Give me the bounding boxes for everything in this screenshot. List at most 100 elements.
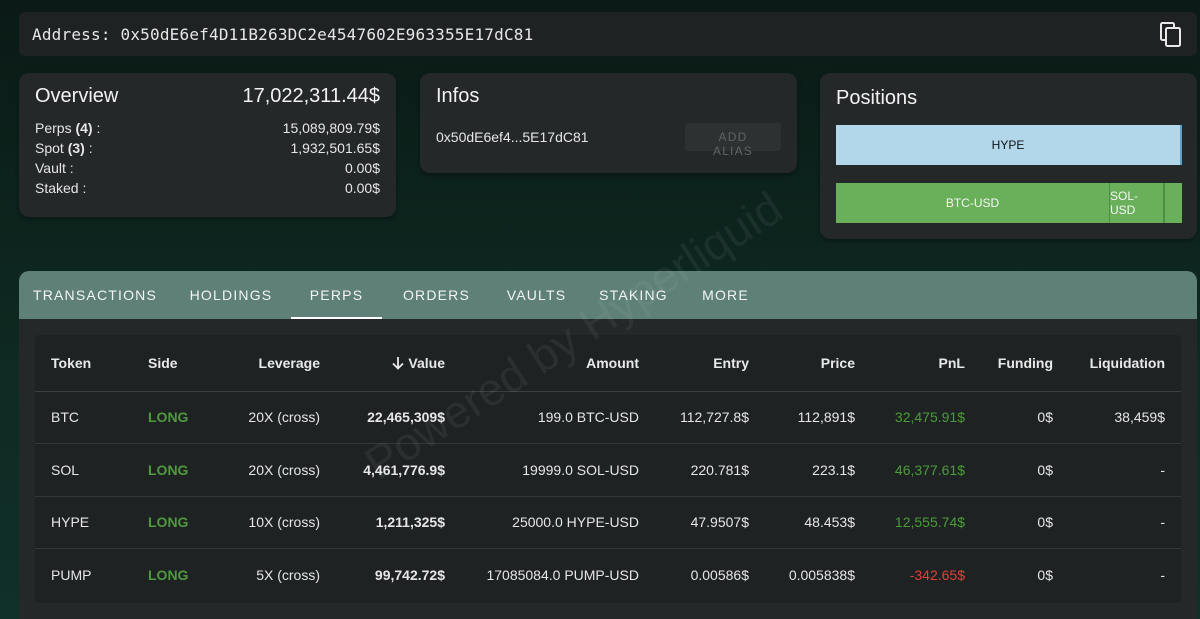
- header-value[interactable]: Value: [336, 335, 461, 392]
- cell-amount: 199.0 BTC-USD: [461, 391, 655, 444]
- overview-row-label: Staked :: [35, 180, 87, 196]
- header-value-label: Value: [408, 354, 445, 371]
- sol-usd-segment[interactable]: SOL-USD: [1109, 183, 1164, 223]
- cell-amount: 25000.0 HYPE-USD: [461, 496, 655, 549]
- arrow-down-icon: [392, 356, 405, 370]
- table-row[interactable]: PUMP LONG 5X (cross) 99,742.72$ 17085084.0 P…: [35, 549, 1181, 602]
- table-row[interactable]: HYPE LONG 10X (cross) 1,211,325$ 25000.0 HYP…: [35, 496, 1181, 549]
- cell-pnl: 12,555.74$: [871, 496, 981, 549]
- cell-entry: 0.00586$: [690, 567, 749, 583]
- cell-leverage: 5X (cross): [256, 567, 320, 583]
- cell-entry: 220.781$: [655, 443, 765, 497]
- tab-vaults[interactable]: VAULTS: [506, 287, 567, 303]
- cell-funding: 0$: [1037, 567, 1053, 583]
- cell-side: LONG: [132, 443, 222, 497]
- infos-title: Infos: [436, 85, 480, 107]
- overview-row-label: Vault :: [35, 160, 74, 176]
- btc-usd-segment[interactable]: BTC-USD: [836, 183, 1109, 223]
- table-body: BTC LONG 20X (cross) 22,465,309$ 199.0 BTC-U…: [35, 391, 1181, 601]
- cell-amount: 19999.0 SOL-USD: [461, 443, 655, 497]
- header-liquidation[interactable]: Liquidation: [1069, 335, 1181, 392]
- tab-holdings[interactable]: HOLDINGS: [189, 287, 273, 303]
- add-alias-button[interactable]: ADD ALIAS: [685, 123, 781, 158]
- header-amount[interactable]: Amount: [461, 335, 655, 392]
- overview-row: Spot (3) : 1,932,501.65$: [35, 138, 380, 158]
- cell-funding: 0$: [981, 496, 1069, 549]
- cell-price: 112,891$: [765, 391, 871, 444]
- tab-perps[interactable]: PERPS: [291, 271, 382, 319]
- cell-side: LONG: [148, 567, 189, 583]
- cell-liquidation: -: [1069, 496, 1181, 549]
- positions-title: Positions: [836, 87, 918, 109]
- address-bar: Address: 0x50dE6ef4D11B263DC2e4547602E96…: [19, 12, 1197, 56]
- cell-token: SOL: [35, 443, 132, 497]
- cell-token: BTC: [35, 391, 132, 444]
- cell-price: 0.005838$: [788, 567, 855, 583]
- overview-row-value: 1,932,501.65$: [290, 140, 380, 156]
- tab-transactions[interactable]: TRANSACTIONS: [32, 287, 158, 303]
- tab-more[interactable]: MORE: [702, 287, 749, 303]
- address-text: Address: 0x50dE6ef4D11B263DC2e4547602E96…: [32, 24, 534, 44]
- overview-row: Perps (4) : 15,089,809.79$: [35, 118, 380, 138]
- cell-entry: 112,727.8$: [655, 391, 765, 444]
- overview-row-value: 15,089,809.79$: [282, 120, 380, 136]
- cell-price: 223.1$: [765, 443, 871, 497]
- cell-value: 1,211,325$: [336, 496, 461, 549]
- overview-title: Overview: [35, 85, 119, 107]
- spot-positions-bar: HYPE: [836, 125, 1182, 165]
- overview-row-label: Perps (4) :: [35, 120, 101, 136]
- header-funding[interactable]: Funding: [981, 335, 1069, 392]
- perps-table: Token Side Leverage Value Amount Entry P…: [35, 335, 1181, 603]
- tab-bar: TRANSACTIONS HOLDINGS PERPS ORDERS VAULTS STA…: [19, 271, 1197, 319]
- cell-liquidation: -: [1069, 443, 1181, 497]
- tab-orders[interactable]: ORDERS: [402, 287, 471, 303]
- hype-segment[interactable]: HYPE: [836, 125, 1182, 165]
- other-segment[interactable]: [1164, 183, 1182, 223]
- table-row[interactable]: SOL LONG 20X (cross) 4,461,776.9$ 19999.0 SO…: [35, 443, 1181, 497]
- cell-token: PUMP: [51, 567, 92, 583]
- cell-value: 99,742.72$: [374, 567, 445, 583]
- table-row[interactable]: BTC LONG 20X (cross) 22,465,309$ 199.0 BTC-U…: [35, 391, 1181, 444]
- cell-value: 4,461,776.9$: [336, 443, 461, 497]
- positions-card: Positions HYPE BTC-USD SOL-USD: [820, 73, 1197, 239]
- cell-liquidation: 38,459$: [1069, 391, 1181, 444]
- copy-icon[interactable]: [1159, 22, 1183, 48]
- overview-row-value: 0.00$: [344, 160, 380, 176]
- overview-row: Staked : 0.00$: [35, 178, 380, 198]
- perp-positions-bar: BTC-USD SOL-USD: [836, 183, 1182, 223]
- overview-row: Vault : 0.00$: [35, 158, 380, 178]
- cell-pnl: -342.65$: [909, 567, 965, 583]
- overview-row-label: Spot (3) :: [35, 140, 93, 156]
- cell-pnl: 46,377.61$: [871, 443, 981, 497]
- cell-liquidation: -: [1160, 567, 1165, 583]
- overview-rows: Perps (4) : 15,089,809.79$ Spot (3) : 1,932…: [35, 118, 380, 198]
- cell-price: 48.453$: [765, 496, 871, 549]
- tab-staking[interactable]: STAKING: [599, 287, 668, 303]
- cell-funding: 0$: [981, 443, 1069, 497]
- cell-value: 22,465,309$: [336, 391, 461, 444]
- header-token[interactable]: Token: [35, 335, 132, 392]
- short-address: 0x50dE6ef4...5E17dC81: [436, 129, 589, 145]
- cell-funding: 0$: [981, 391, 1069, 444]
- header-entry[interactable]: Entry: [655, 335, 765, 392]
- overview-card: Overview 17,022,311.44$ Perps (4) : 15,08…: [19, 73, 396, 217]
- cell-pnl: 32,475.91$: [871, 391, 981, 444]
- header-price[interactable]: Price: [765, 335, 871, 392]
- table-header-row: Token Side Leverage Value Amount Entry P…: [35, 335, 1181, 392]
- cell-side: LONG: [132, 391, 222, 444]
- overview-total: 17,022,311.44$: [242, 85, 380, 107]
- header-pnl[interactable]: PnL: [871, 335, 981, 392]
- cell-token: HYPE: [35, 496, 132, 549]
- cell-leverage: 20X (cross): [222, 391, 336, 444]
- header-leverage[interactable]: Leverage: [222, 335, 336, 392]
- cell-leverage: 10X (cross): [222, 496, 336, 549]
- cell-side: LONG: [132, 496, 222, 549]
- infos-card: Infos 0x50dE6ef4...5E17dC81 ADD ALIAS: [420, 73, 797, 173]
- header-side[interactable]: Side: [132, 335, 222, 392]
- tabs-section: TRANSACTIONS HOLDINGS PERPS ORDERS VAULTS STA…: [19, 271, 1197, 619]
- cell-amount: 17085084.0 PUMP-USD: [486, 567, 639, 583]
- overview-row-value: 0.00$: [344, 180, 380, 196]
- cell-entry: 47.9507$: [655, 496, 765, 549]
- cell-leverage: 20X (cross): [222, 443, 336, 497]
